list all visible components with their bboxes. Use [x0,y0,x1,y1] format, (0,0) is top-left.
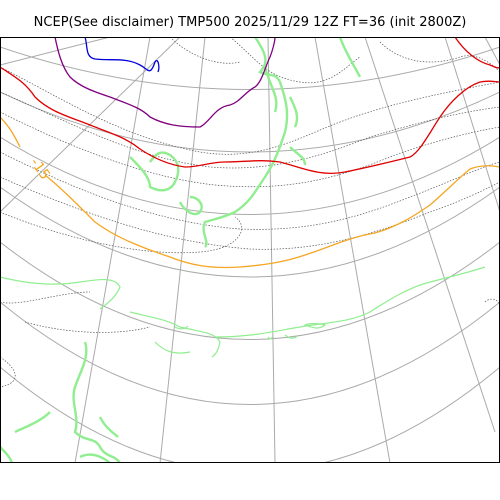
landmass-outline [98,416,119,438]
isotherm [0,91,500,169]
landmass-outline [129,151,180,192]
landmass-outline [14,411,51,434]
map-border [0,37,500,463]
isotherm [0,111,500,188]
contour-blue [84,37,160,73]
isotherm [0,291,91,304]
longitude-lines [0,37,500,463]
longitude-line [444,37,500,213]
latitude-line [0,301,500,405]
longitude-line [364,37,496,433]
isotherm [0,66,500,155]
coastlines [0,266,486,358]
landmass-outline [338,37,362,78]
isotherm [24,321,151,333]
latitude-line [0,241,500,340]
latitude-line [0,186,500,278]
landmass-outline [289,146,307,166]
latitude-line [0,46,500,90]
landmass-outline [178,195,203,216]
isotherm [379,41,500,73]
coastline [303,322,327,329]
coastline [284,334,298,339]
latitude-lines [0,46,500,463]
map-title: NCEP(See disclaimer) TMP500 2025/11/29 1… [33,15,467,30]
longitude-line [159,37,206,463]
longitude-line [267,37,276,463]
landmass-outline [263,66,278,113]
longitude-line [0,37,111,66]
coastline [214,266,486,338]
latitude-line [0,136,500,215]
landmass-outline [72,341,122,463]
coastline [174,325,189,330]
isotherm [0,151,500,230]
isotherm [0,356,16,388]
map-canvas: -15 [0,37,500,463]
minor-isotherms [0,37,500,388]
contour-orange [0,116,500,269]
longitude-line [484,37,500,66]
latitude-line [0,366,500,463]
latitude-line [0,91,500,153]
map-panel[interactable]: -15 [0,37,500,463]
landmass-outline [288,96,299,128]
contour-purple [54,37,276,128]
longitude-line [314,37,391,463]
isotherm [484,298,500,306]
coastline [0,276,121,310]
landmass-outline [79,453,111,463]
coastline [154,341,191,354]
isotherm [0,211,242,254]
isotherm [0,176,500,250]
contour-red [454,37,500,69]
land-outlines [0,37,362,463]
isotherm [229,37,361,84]
contour-red [0,66,500,174]
coastline [267,336,273,340]
landmass-outline [202,37,289,248]
coastline [129,311,221,358]
landmass-outline [0,446,14,463]
